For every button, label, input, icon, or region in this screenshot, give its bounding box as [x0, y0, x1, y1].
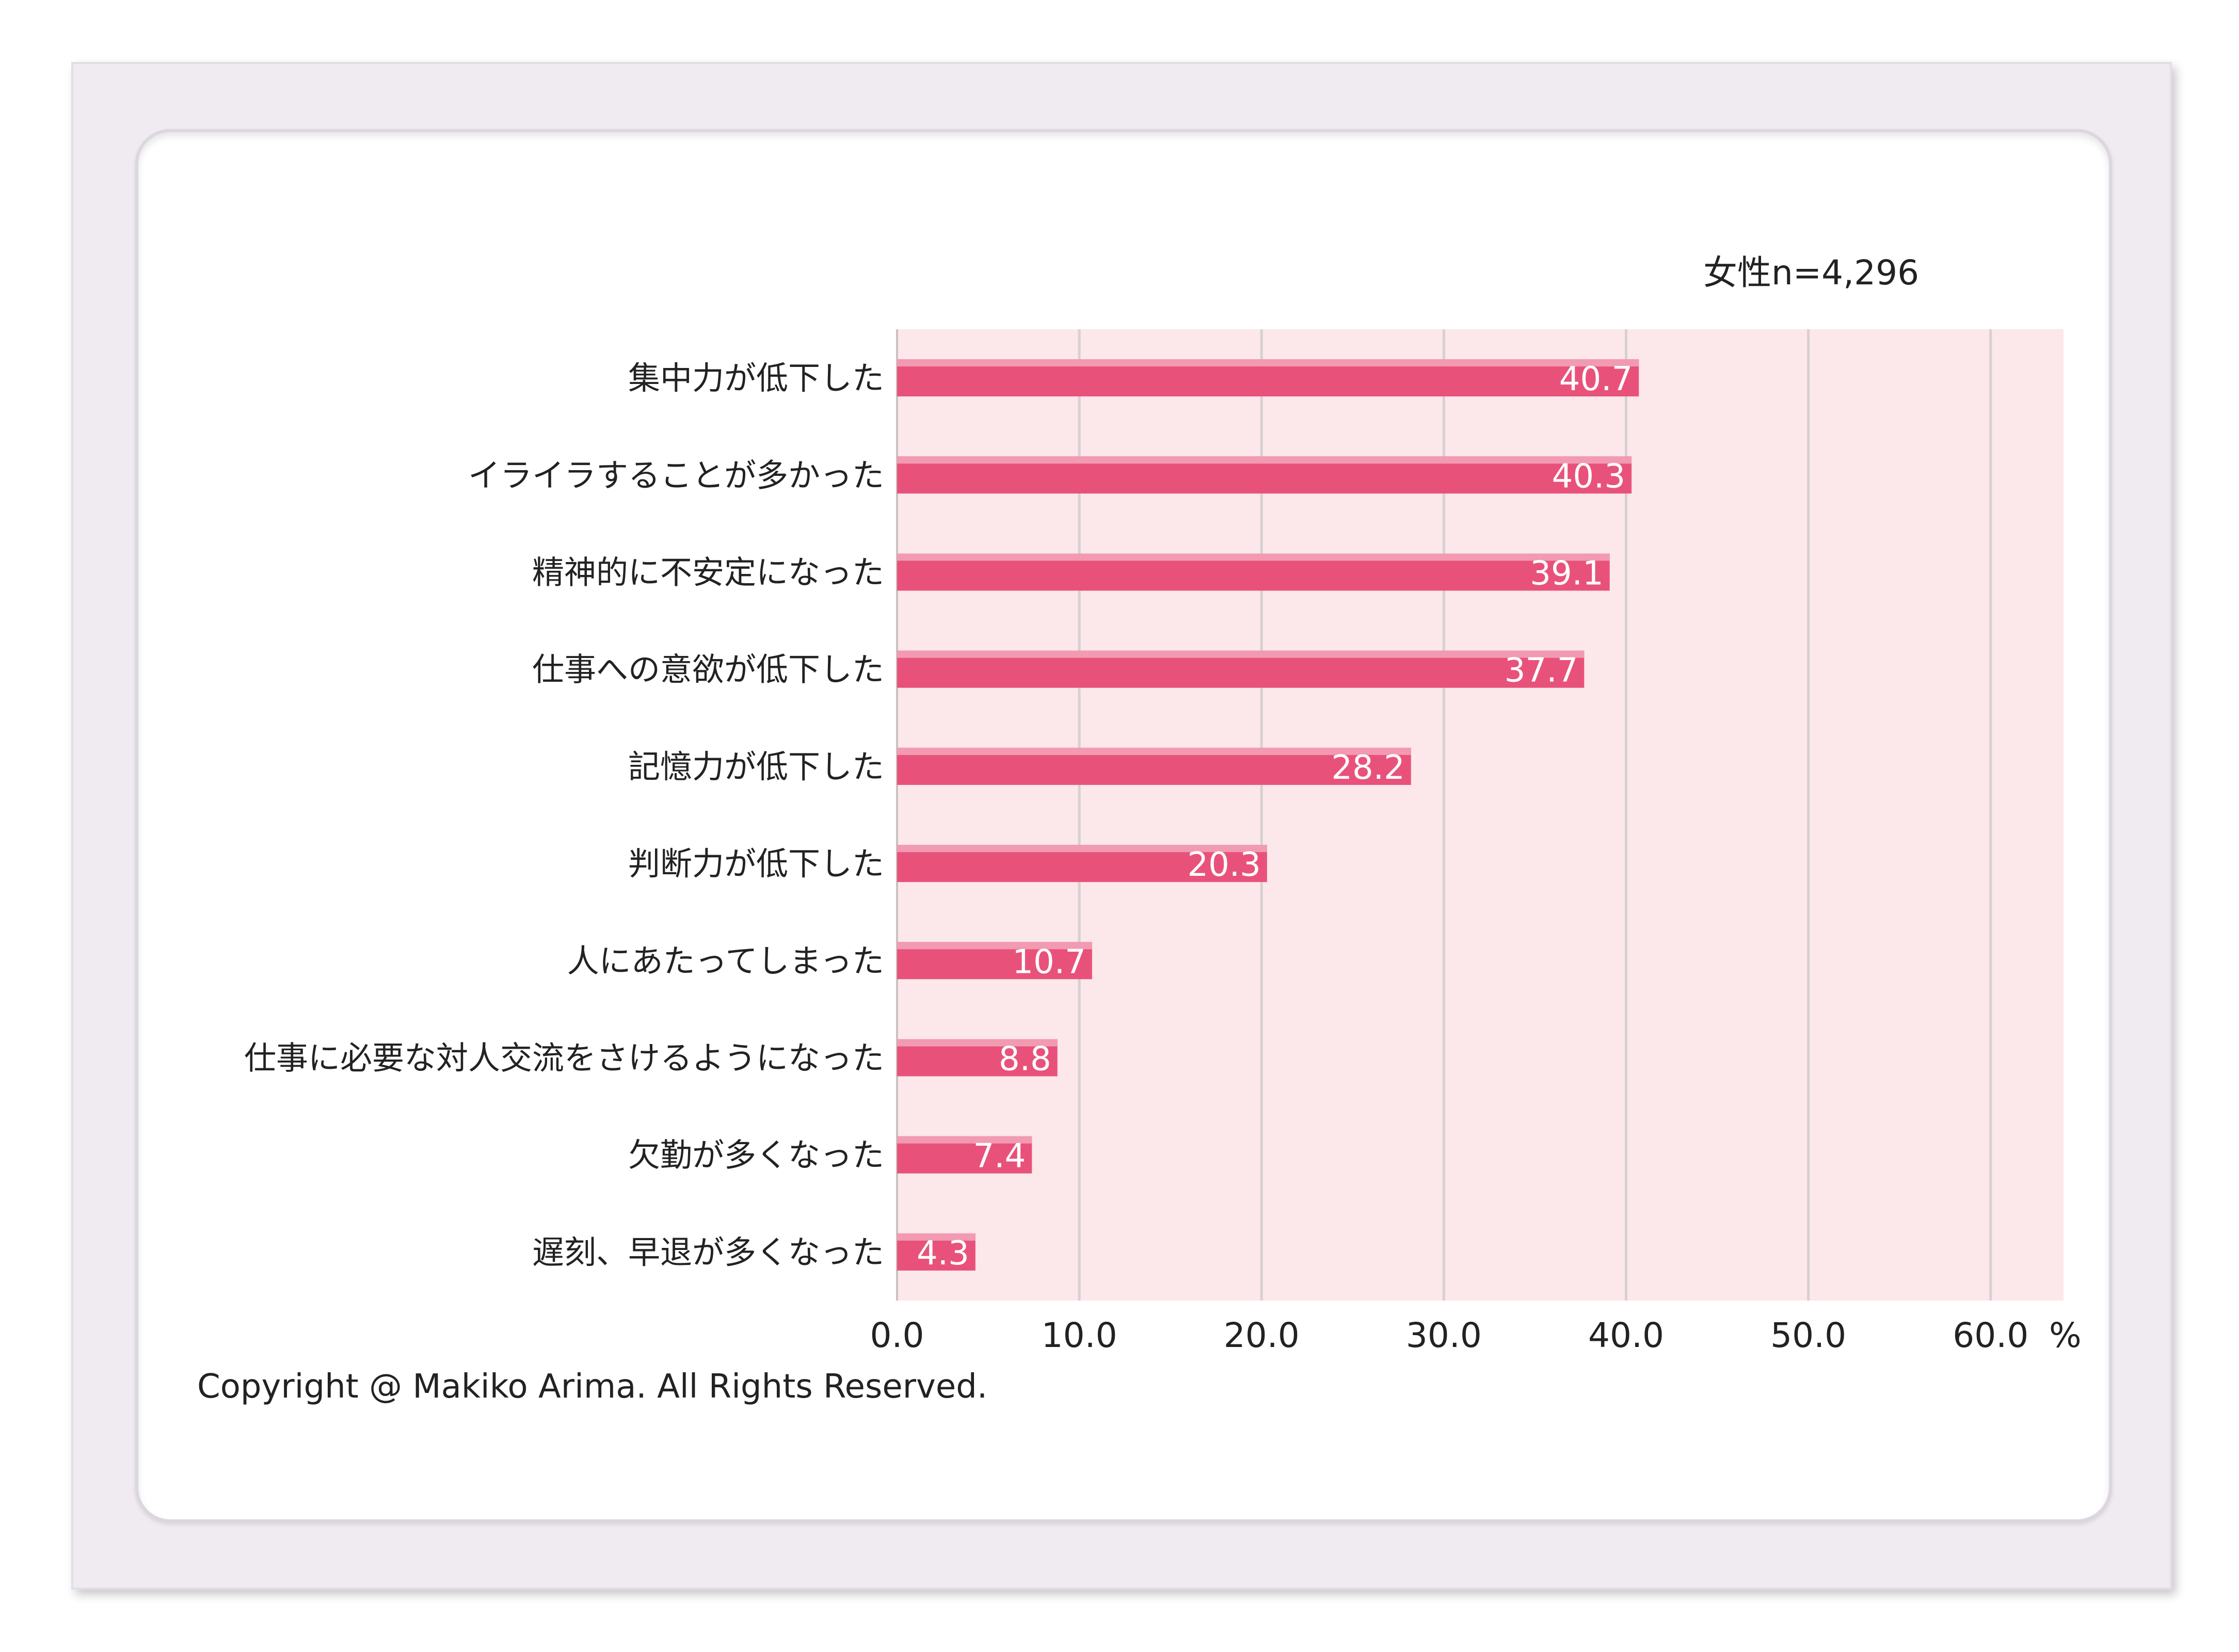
bar-value-label: 7.4	[973, 1137, 1026, 1176]
category-label: 遅刻、早退が多くなった	[532, 1233, 884, 1271]
x-tick-label: 50.0	[1770, 1316, 1846, 1355]
bar-highlight	[897, 553, 1610, 561]
bar-highlight	[897, 747, 1411, 755]
x-tick-label: 40.0	[1588, 1316, 1664, 1355]
bar-highlight	[897, 456, 1632, 464]
category-label: イライラすることが多かった	[468, 456, 884, 494]
x-tick-label: 30.0	[1406, 1316, 1482, 1355]
bar-highlight	[897, 650, 1585, 658]
bar-value-label: 8.8	[999, 1040, 1051, 1079]
x-tick-label: 20.0	[1224, 1316, 1300, 1355]
x-tick-label: 0.0	[870, 1316, 924, 1355]
category-label: 仕事への意欲が低下した	[532, 651, 884, 688]
bar-value-label: 37.7	[1505, 652, 1578, 690]
category-label: 欠勤が多くなった	[628, 1136, 884, 1174]
category-label: 集中力が低下した	[628, 359, 884, 397]
x-tick-label: 10.0	[1042, 1316, 1117, 1355]
bar-highlight	[897, 1039, 1058, 1047]
category-label: 仕事に必要な対人交流をさけるようになった	[244, 1039, 884, 1077]
category-label: 人にあたってしまった	[567, 942, 884, 980]
x-axis-unit-label: %	[2049, 1316, 2082, 1355]
category-label: 判断力が低下した	[628, 845, 884, 883]
bar-value-label: 40.7	[1559, 360, 1633, 398]
bar-highlight	[897, 1233, 975, 1241]
sample-size-note: 女性n=4,296	[1703, 253, 1920, 293]
bar-highlight	[897, 845, 1267, 853]
bar-value-label: 4.3	[917, 1234, 969, 1273]
bar-value-label: 28.2	[1331, 749, 1405, 787]
bar-value-label: 10.7	[1012, 943, 1086, 981]
bar-highlight	[897, 1136, 1032, 1144]
bar-value-label: 39.1	[1530, 555, 1604, 593]
bar-highlight	[897, 942, 1092, 950]
category-label: 記憶力が低下した	[628, 748, 884, 785]
bar-value-label: 40.3	[1552, 457, 1626, 495]
x-tick-label: 60.0	[1953, 1316, 2028, 1355]
copyright-notice: Copyright @ Makiko Arima. All Rights Res…	[197, 1368, 988, 1406]
bar-highlight	[897, 359, 1639, 367]
category-label: 精神的に不安定になった	[532, 554, 884, 591]
bar-value-label: 20.3	[1187, 846, 1261, 884]
